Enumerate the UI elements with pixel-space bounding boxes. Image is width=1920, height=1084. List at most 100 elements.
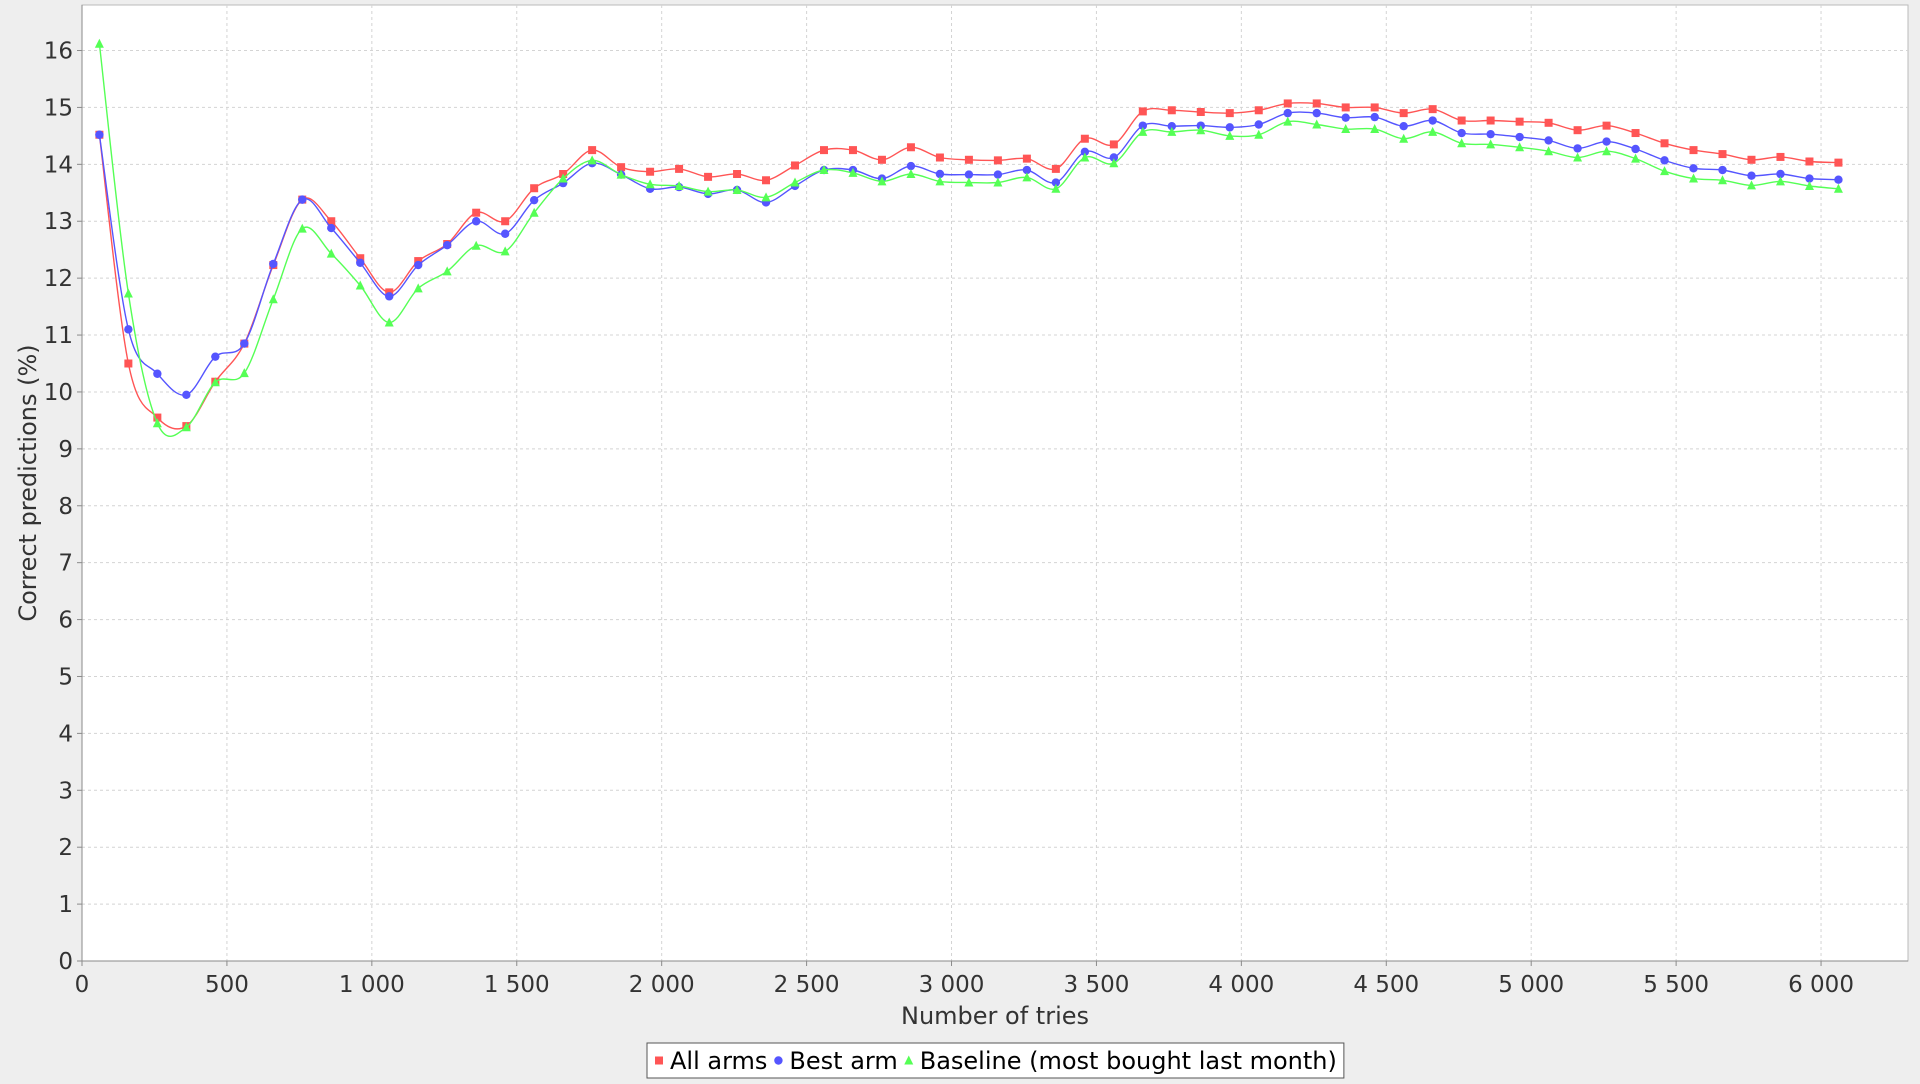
x-tick-label: 1 000 xyxy=(339,972,405,998)
data-point xyxy=(1573,126,1582,135)
data-point xyxy=(674,180,684,190)
data-point xyxy=(935,176,945,186)
legend-box xyxy=(646,1042,1345,1079)
y-tick-label: 11 xyxy=(44,323,73,349)
data-point xyxy=(1718,150,1727,159)
data-point xyxy=(529,207,539,217)
data-point xyxy=(646,167,655,176)
data-point xyxy=(269,259,278,269)
data-point xyxy=(356,258,365,267)
data-point xyxy=(1022,154,1031,163)
data-point xyxy=(732,184,742,194)
data-point xyxy=(1080,147,1090,157)
data-point xyxy=(1196,125,1206,135)
data-point xyxy=(935,169,945,179)
data-point xyxy=(1544,146,1554,156)
legend-marker xyxy=(904,1055,914,1065)
data-point xyxy=(1602,121,1611,130)
y-tick-label: 2 xyxy=(58,835,73,861)
x-tick-label: 3 000 xyxy=(919,972,985,998)
data-point xyxy=(1167,126,1177,136)
data-point xyxy=(1805,174,1814,183)
data-point xyxy=(1515,132,1524,142)
data-point xyxy=(588,146,597,155)
data-point xyxy=(1457,138,1467,148)
data-point xyxy=(1833,183,1843,193)
data-point xyxy=(1805,157,1814,166)
data-point xyxy=(94,38,104,48)
data-point xyxy=(1051,178,1061,187)
x-tick-label: 2 000 xyxy=(629,972,695,998)
data-point xyxy=(1283,108,1292,118)
data-point xyxy=(1399,122,1408,131)
y-tick-label: 8 xyxy=(58,494,73,520)
legend-item-2: Best arm xyxy=(774,1047,898,1075)
data-point xyxy=(877,155,886,164)
data-point xyxy=(1573,144,1582,153)
legend-marker xyxy=(655,1056,663,1065)
data-point xyxy=(993,156,1002,165)
data-point xyxy=(877,176,887,186)
x-axis-ticks: 0 500 1 000 1 500 2 000 2 500 3 000 3 500 4 000 4… xyxy=(75,961,1854,998)
data-point xyxy=(964,170,974,179)
data-point xyxy=(1051,164,1060,173)
data-point xyxy=(124,359,133,368)
y-tick-label: 3 xyxy=(58,778,73,804)
legend-item-1: All arms xyxy=(655,1047,767,1075)
y-tick-label: 6 xyxy=(58,608,73,634)
data-point xyxy=(1746,180,1756,190)
data-point xyxy=(1138,121,1148,130)
data-point xyxy=(1312,119,1322,129)
data-point xyxy=(703,186,713,196)
data-point xyxy=(1167,106,1176,115)
data-point xyxy=(1660,139,1669,148)
data-point xyxy=(1080,152,1090,162)
data-point xyxy=(500,229,510,238)
legend-label: All arms xyxy=(670,1047,767,1075)
data-point xyxy=(1080,134,1089,143)
y-tick-label: 14 xyxy=(44,152,73,178)
data-point xyxy=(1834,175,1843,184)
data-point xyxy=(153,369,162,378)
data-point xyxy=(1689,173,1699,183)
data-point xyxy=(675,164,684,173)
data-point xyxy=(1022,172,1032,182)
data-point xyxy=(1051,183,1061,193)
data-point xyxy=(1254,129,1264,139)
data-point xyxy=(1109,153,1119,162)
x-tick-label: 6 000 xyxy=(1788,972,1854,998)
data-point xyxy=(819,146,828,155)
y-tick-label: 13 xyxy=(44,209,73,235)
data-point xyxy=(819,165,829,175)
data-point xyxy=(443,240,452,250)
x-tick-label: 0 xyxy=(75,972,90,998)
y-tick-label: 12 xyxy=(44,266,73,292)
data-point xyxy=(298,195,307,204)
data-point xyxy=(1804,180,1814,190)
data-point xyxy=(1660,156,1669,165)
data-point xyxy=(1225,109,1234,118)
data-point xyxy=(182,390,191,399)
data-point xyxy=(1457,128,1466,138)
legend-label: Baseline (most bought last month) xyxy=(920,1047,1337,1075)
x-tick-label: 3 500 xyxy=(1064,972,1130,998)
data-point xyxy=(1747,171,1756,180)
data-point xyxy=(1428,126,1438,136)
data-point xyxy=(211,352,220,361)
data-point xyxy=(442,266,452,276)
data-point xyxy=(1341,124,1351,134)
x-tick-label: 5 500 xyxy=(1643,972,1709,998)
y-axis-title: Correct predictions (%) xyxy=(14,344,42,621)
data-point xyxy=(501,217,510,226)
data-point xyxy=(993,170,1003,179)
data-point xyxy=(1631,153,1641,163)
data-point xyxy=(1341,113,1350,122)
data-point xyxy=(384,317,394,327)
data-point xyxy=(385,292,394,301)
y-tick-label: 15 xyxy=(44,95,73,121)
x-tick-label: 5 000 xyxy=(1498,972,1564,998)
data-point xyxy=(327,217,336,226)
data-point xyxy=(355,280,365,290)
data-point xyxy=(762,176,771,185)
series-line xyxy=(98,43,1839,437)
